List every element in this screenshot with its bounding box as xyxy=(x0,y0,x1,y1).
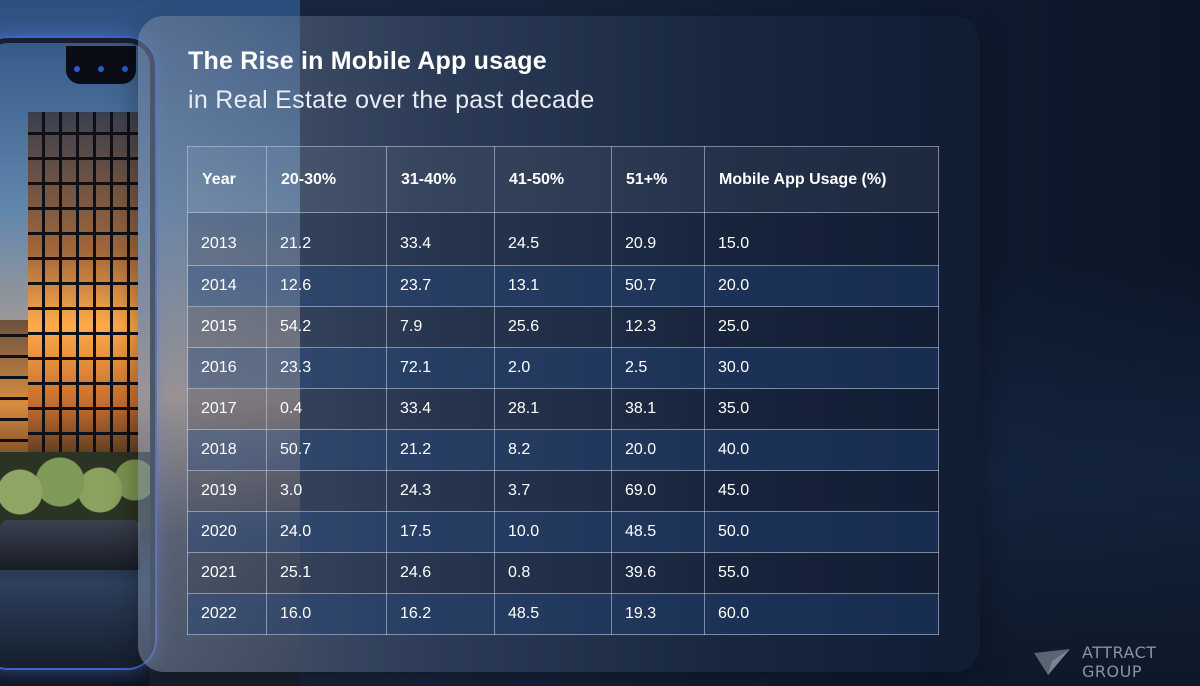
company-logo: ATTRACT GROUP xyxy=(1034,643,1200,681)
value-cell: 33.4 xyxy=(386,388,495,430)
value-cell: 20.0 xyxy=(704,265,939,307)
value-cell: 28.1 xyxy=(494,388,612,430)
value-cell: 72.1 xyxy=(386,347,495,389)
value-cell: 10.0 xyxy=(494,511,612,553)
column-header: 20-30% xyxy=(266,146,387,213)
year-cell: 2018 xyxy=(187,429,267,471)
table-row: 2021 25.1 24.6 0.8 39.6 55.0 xyxy=(187,552,939,594)
year-cell: 2014 xyxy=(187,265,267,307)
value-cell: 50.7 xyxy=(266,429,387,471)
column-header: 31-40% xyxy=(386,146,495,213)
value-cell: 60.0 xyxy=(704,593,939,635)
value-cell: 39.6 xyxy=(611,552,705,594)
value-cell: 30.0 xyxy=(704,347,939,389)
column-header: 41-50% xyxy=(494,146,612,213)
value-cell: 45.0 xyxy=(704,470,939,512)
value-cell: 23.7 xyxy=(386,265,495,307)
phone-notch xyxy=(66,46,136,84)
table-row: 2017 0.4 33.4 28.1 38.1 35.0 xyxy=(187,388,939,430)
value-cell: 55.0 xyxy=(704,552,939,594)
camera-dot xyxy=(122,66,128,72)
value-cell: 20.9 xyxy=(611,212,705,266)
value-cell: 54.2 xyxy=(266,306,387,348)
chart-subtitle: in Real Estate over the past decade xyxy=(188,86,595,114)
bushes xyxy=(0,452,150,532)
year-cell: 2017 xyxy=(187,388,267,430)
column-header: 51+% xyxy=(611,146,705,213)
table-row: 2013 21.2 33.4 24.5 20.9 15.0 xyxy=(187,212,939,266)
value-cell: 33.4 xyxy=(386,212,495,266)
value-cell: 7.9 xyxy=(386,306,495,348)
chart-title: The Rise in Mobile App usage xyxy=(188,47,547,75)
column-header: Mobile App Usage (%) xyxy=(704,146,939,213)
value-cell: 3.0 xyxy=(266,470,387,512)
value-cell: 40.0 xyxy=(704,429,939,471)
value-cell: 0.4 xyxy=(266,388,387,430)
table-body: 2013 21.2 33.4 24.5 20.9 15.0 2014 12.6 23.7 13.1… xyxy=(187,212,939,635)
camera-dot xyxy=(98,66,104,72)
value-cell: 24.3 xyxy=(386,470,495,512)
value-cell: 24.6 xyxy=(386,552,495,594)
table-row: 2020 24.0 17.5 10.0 48.5 50.0 xyxy=(187,511,939,553)
value-cell: 15.0 xyxy=(704,212,939,266)
bench xyxy=(0,520,140,570)
logo-text: ATTRACT GROUP xyxy=(1082,643,1157,681)
paper-plane-icon xyxy=(1034,649,1070,675)
value-cell: 48.5 xyxy=(494,593,612,635)
usage-table: Year 20-30% 31-40% 41-50% 51+% Mobile App Usa… xyxy=(187,146,939,635)
camera-dot xyxy=(74,66,80,72)
table-row: 2022 16.0 16.2 48.5 19.3 60.0 xyxy=(187,593,939,635)
year-cell: 2016 xyxy=(187,347,267,389)
value-cell: 25.6 xyxy=(494,306,612,348)
value-cell: 13.1 xyxy=(494,265,612,307)
table-row: 2014 12.6 23.7 13.1 50.7 20.0 xyxy=(187,265,939,307)
right-glow xyxy=(980,260,1200,686)
year-cell: 2022 xyxy=(187,593,267,635)
phone-frame xyxy=(0,38,155,668)
value-cell: 19.3 xyxy=(611,593,705,635)
value-cell: 69.0 xyxy=(611,470,705,512)
value-cell: 2.0 xyxy=(494,347,612,389)
table-header-row: Year 20-30% 31-40% 41-50% 51+% Mobile App Usa… xyxy=(187,146,939,213)
value-cell: 12.6 xyxy=(266,265,387,307)
value-cell: 21.2 xyxy=(386,429,495,471)
value-cell: 48.5 xyxy=(611,511,705,553)
value-cell: 50.0 xyxy=(704,511,939,553)
table-row: 2019 3.0 24.3 3.7 69.0 45.0 xyxy=(187,470,939,512)
value-cell: 35.0 xyxy=(704,388,939,430)
value-cell: 8.2 xyxy=(494,429,612,471)
table-row: 2015 54.2 7.9 25.6 12.3 25.0 xyxy=(187,306,939,348)
value-cell: 0.8 xyxy=(494,552,612,594)
value-cell: 25.1 xyxy=(266,552,387,594)
value-cell: 23.3 xyxy=(266,347,387,389)
year-cell: 2021 xyxy=(187,552,267,594)
value-cell: 24.5 xyxy=(494,212,612,266)
year-cell: 2019 xyxy=(187,470,267,512)
value-cell: 24.0 xyxy=(266,511,387,553)
year-cell: 2015 xyxy=(187,306,267,348)
value-cell: 25.0 xyxy=(704,306,939,348)
value-cell: 20.0 xyxy=(611,429,705,471)
value-cell: 17.5 xyxy=(386,511,495,553)
table-row: 2016 23.3 72.1 2.0 2.5 30.0 xyxy=(187,347,939,389)
value-cell: 50.7 xyxy=(611,265,705,307)
value-cell: 38.1 xyxy=(611,388,705,430)
value-cell: 21.2 xyxy=(266,212,387,266)
value-cell: 16.2 xyxy=(386,593,495,635)
value-cell: 2.5 xyxy=(611,347,705,389)
apartment-building xyxy=(28,112,138,457)
year-cell: 2020 xyxy=(187,511,267,553)
value-cell: 12.3 xyxy=(611,306,705,348)
table-row: 2018 50.7 21.2 8.2 20.0 40.0 xyxy=(187,429,939,471)
value-cell: 3.7 xyxy=(494,470,612,512)
year-cell: 2013 xyxy=(187,212,267,266)
value-cell: 16.0 xyxy=(266,593,387,635)
side-building xyxy=(0,320,30,460)
column-header: Year xyxy=(187,146,267,213)
